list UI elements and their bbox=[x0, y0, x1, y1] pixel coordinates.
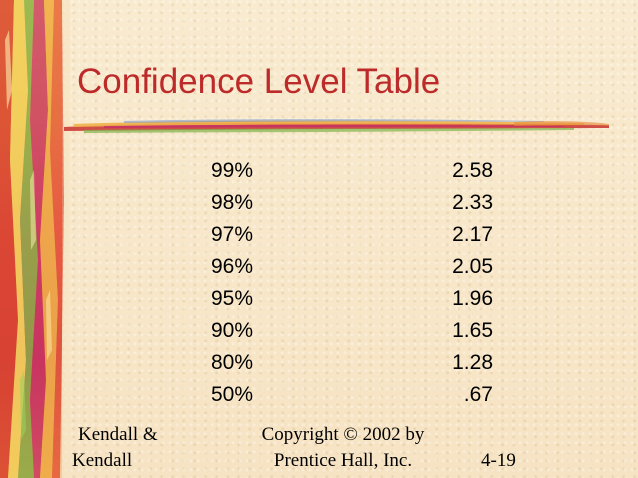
confidence-level: 96% bbox=[211, 255, 254, 278]
table-row: 90% 1.65 bbox=[211, 315, 493, 347]
decorative-left-band bbox=[0, 0, 70, 478]
confidence-level: 99% bbox=[211, 159, 254, 182]
table-row: 97% 2.17 bbox=[211, 219, 493, 251]
table-row: 80% 1.28 bbox=[211, 347, 493, 379]
confidence-level-table: 99% 2.58 98% 2.33 97% 2.17 96% 2.05 95% … bbox=[211, 155, 493, 411]
footer-copyright-line-1: Copyright © 2002 by bbox=[261, 424, 425, 445]
table-row: 98% 2.33 bbox=[211, 187, 493, 219]
table-row: 95% 1.96 bbox=[211, 283, 493, 315]
z-value: 2.33 bbox=[452, 191, 493, 214]
confidence-level: 80% bbox=[211, 351, 254, 374]
confidence-level: 95% bbox=[211, 287, 254, 310]
slide-title: Confidence Level Table bbox=[77, 62, 441, 101]
confidence-level: 90% bbox=[211, 319, 254, 342]
z-value: 2.17 bbox=[452, 223, 493, 246]
z-value: .67 bbox=[463, 383, 493, 406]
footer-copyright: Copyright © 2002 by Prentice Hall, Inc. bbox=[243, 422, 443, 474]
slide-number: 4-19 bbox=[481, 450, 516, 471]
footer-author-line-2: Kendall bbox=[72, 450, 133, 471]
z-value: 1.96 bbox=[452, 287, 493, 310]
footer-author-line-1: Kendall & bbox=[78, 424, 158, 445]
footer-copyright-line-2: Prentice Hall, Inc. bbox=[273, 450, 413, 471]
confidence-level: 98% bbox=[211, 191, 254, 214]
z-value: 1.65 bbox=[452, 319, 493, 342]
footer-author: Kendall & Kendall bbox=[72, 422, 158, 474]
confidence-level: 97% bbox=[211, 223, 254, 246]
decorative-title-rule bbox=[64, 119, 609, 133]
table-row: 99% 2.58 bbox=[211, 155, 493, 187]
z-value: 2.58 bbox=[452, 159, 493, 182]
table-row: 50% .67 bbox=[211, 379, 493, 411]
confidence-level: 50% bbox=[211, 383, 254, 406]
table-row: 96% 2.05 bbox=[211, 251, 493, 283]
z-value: 1.28 bbox=[452, 351, 493, 374]
z-value: 2.05 bbox=[452, 255, 493, 278]
